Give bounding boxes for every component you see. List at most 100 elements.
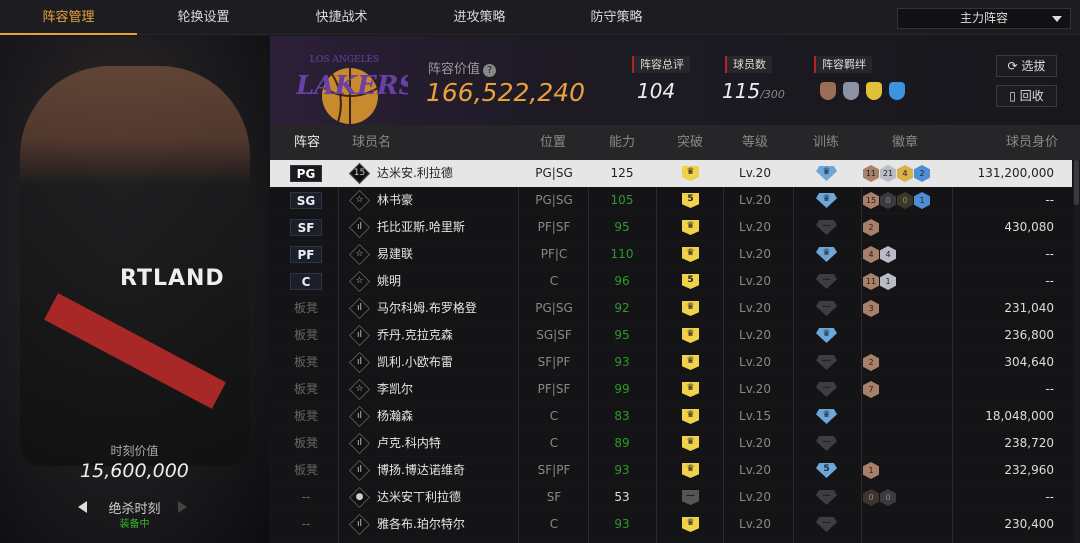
player-name: 卢克.科内特 xyxy=(377,436,441,450)
lineup-header: LAKERS LOS ANGELES 阵容价值? 166,522,240 阵容总… xyxy=(270,36,1080,125)
player-icon-glyph: ıl xyxy=(356,465,362,475)
next-arrow-icon[interactable] xyxy=(178,501,187,513)
star-icon: ☆ xyxy=(348,243,371,266)
table-row[interactable]: 板凳 ıl 马尔科姆.布罗格登 PG|SG 92 ♛ Lv.20 — 3 231,040 xyxy=(270,295,1072,322)
table-row[interactable]: 板凳 ıl 卢克.科内特 C 89 ♛ Lv.20 — 238,720 xyxy=(270,430,1072,457)
player-icon-glyph: ☆ xyxy=(355,276,364,286)
lineup-slot[interactable]: PG xyxy=(290,165,322,182)
player-level: Lv.20 xyxy=(739,301,771,315)
player-name: 林书豪 xyxy=(377,193,414,207)
lineup-slot[interactable]: -- xyxy=(301,490,311,504)
bars-icon: ıl xyxy=(348,324,371,347)
lineup-slot[interactable]: SF xyxy=(290,219,322,236)
help-icon[interactable]: ? xyxy=(483,64,497,77)
training-empty-icon: — xyxy=(816,382,837,397)
player-name: 杨瀚森 xyxy=(377,409,414,423)
col-position[interactable]: 位置 xyxy=(540,135,567,150)
training-level-icon: 5 xyxy=(816,463,837,478)
lineup-slot[interactable]: 板凳 xyxy=(293,328,318,342)
tab-rotation[interactable]: 轮换设置 xyxy=(177,10,230,25)
lineup-slot[interactable]: 板凳 xyxy=(293,463,318,477)
lineup-slot[interactable]: 板凳 xyxy=(293,382,318,396)
player-position: SF xyxy=(546,490,562,504)
player-position: PF|SF xyxy=(537,220,571,234)
player-ability: 53 xyxy=(614,490,630,504)
recycle-button[interactable]: ▯ 回收 xyxy=(996,85,1057,107)
moment-name: 绝杀时刻 xyxy=(108,502,161,517)
breakthrough-crown-icon: ♛ xyxy=(682,355,699,370)
badge-bronze-icon: 2 xyxy=(863,354,879,371)
col-name[interactable]: 球员名 xyxy=(352,135,392,150)
lineup-slot[interactable]: SG xyxy=(290,192,322,209)
scrollbar-thumb[interactable] xyxy=(1074,160,1079,205)
player-level: Lv.20 xyxy=(739,166,771,180)
player-level: Lv.15 xyxy=(739,409,771,423)
lineup-slot[interactable]: PF xyxy=(290,246,322,263)
tab-lineup-management[interactable]: 阵容管理 xyxy=(0,0,137,35)
table-row[interactable]: C ☆ 姚明 C 96 5 Lv.20 — 11 1 -- xyxy=(270,268,1072,295)
badge-list: 11 1 xyxy=(863,273,896,290)
lineup-slot[interactable]: C xyxy=(290,273,322,290)
table-row[interactable]: -- ● 达米安丅利拉德 SF 53 — Lv.20 — 0 0 -- xyxy=(270,484,1072,511)
lineup-slot[interactable]: 板凳 xyxy=(293,436,318,450)
table-row[interactable]: 板凳 ıl 乔丹.克拉克森 SG|SF 95 ♛ Lv.20 ♛ 236,800 xyxy=(270,322,1072,349)
tab-defense[interactable]: 防守策略 xyxy=(590,10,643,25)
player-name: 达米安.利拉德 xyxy=(377,166,453,180)
player-position: SG|SF xyxy=(536,328,572,342)
col-lineup[interactable]: 阵容 xyxy=(294,135,321,150)
player-value: 131,200,000 xyxy=(977,166,1054,180)
training-crown-icon: ♛ xyxy=(816,328,837,343)
lineup-slot[interactable]: 板凳 xyxy=(293,409,318,423)
draft-button[interactable]: ⟳ 选拔 xyxy=(996,55,1057,77)
training-empty-icon: — xyxy=(816,436,837,451)
player-name: 博扬.博达诺维奇 xyxy=(377,463,465,477)
table-row[interactable]: 板凳 ıl 博扬.博达诺维奇 SF|PF 93 ♛ Lv.20 5 1 232,960 xyxy=(270,457,1072,484)
prev-arrow-icon[interactable] xyxy=(78,501,87,513)
training-empty-icon: — xyxy=(816,220,837,235)
player-table: PG 15 达米安.利拉德 PG|SG 125 ♛ Lv.20 ♛ 11 21 4 2 131,200,… xyxy=(270,160,1072,538)
player-position: C xyxy=(549,274,559,288)
table-row[interactable]: PF ☆ 易建联 PF|C 110 ♛ Lv.20 ♛ 4 4 -- xyxy=(270,241,1072,268)
col-value[interactable]: 球员身价 xyxy=(1006,135,1059,150)
lineup-slot[interactable]: -- xyxy=(301,517,311,531)
bars-icon: ıl xyxy=(348,405,371,428)
table-row[interactable]: 板凳 ıl 凯利.小欧布雷 SF|PF 93 ♛ Lv.20 — 2 304,640 xyxy=(270,349,1072,376)
col-training[interactable]: 训练 xyxy=(813,135,840,150)
player-value: 230,400 xyxy=(1004,517,1054,531)
scrollbar[interactable] xyxy=(1073,160,1080,543)
bond-gold-icon[interactable] xyxy=(866,82,882,100)
svg-text:LAKERS: LAKERS xyxy=(295,71,408,101)
player-name: 马尔科姆.布罗格登 xyxy=(377,301,477,315)
table-row[interactable]: SF ıl 托比亚斯.哈里斯 PF|SF 95 ♛ Lv.20 — 2 430,080 xyxy=(270,214,1072,241)
player-moment-panel: RTLAND 时刻价值 15,600,000 绝杀时刻 装备中 xyxy=(0,36,269,543)
table-row[interactable]: -- ıl 雅各布.珀尔特尔 C 93 ♛ Lv.20 — 230,400 xyxy=(270,511,1072,538)
player-name: 李凯尔 xyxy=(377,382,414,396)
col-badges[interactable]: 徽章 xyxy=(892,135,919,150)
badge-bronze-icon: 7 xyxy=(863,381,879,398)
jersey-number-icon: 15 xyxy=(348,162,371,185)
tab-offense[interactable]: 进攻策略 xyxy=(453,10,506,25)
col-level[interactable]: 等级 xyxy=(742,135,769,150)
player-position: C xyxy=(549,517,559,531)
table-row[interactable]: PG 15 达米安.利拉德 PG|SG 125 ♛ Lv.20 ♛ 11 21 4 2 131,200,… xyxy=(270,160,1072,187)
chevron-down-icon xyxy=(1052,16,1062,22)
table-row[interactable]: SG ☆ 林书豪 PG|SG 105 5 Lv.20 ♛ 15 0 0 1 -- xyxy=(270,187,1072,214)
col-breakthrough[interactable]: 突破 xyxy=(677,135,704,150)
bond-bronze-icon[interactable] xyxy=(820,82,836,100)
player-name: 姚明 xyxy=(377,274,402,288)
player-name: 雅各布.珀尔特尔 xyxy=(377,517,465,531)
tab-quick-tactics[interactable]: 快捷战术 xyxy=(315,10,368,25)
table-row[interactable]: 板凳 ıl 杨瀚森 C 83 ♛ Lv.15 ♛ 18,048,000 xyxy=(270,403,1072,430)
lineup-dropdown[interactable]: 主力阵容 xyxy=(897,8,1071,29)
divider xyxy=(793,160,794,543)
bond-blue-icon[interactable] xyxy=(889,82,905,100)
lineup-slot[interactable]: 板凳 xyxy=(293,301,318,315)
table-row[interactable]: 板凳 ☆ 李凯尔 PF|SF 99 ♛ Lv.20 — 7 -- xyxy=(270,376,1072,403)
player-value: 236,800 xyxy=(1004,328,1054,342)
lineup-slot[interactable]: 板凳 xyxy=(293,355,318,369)
bond-silver-icon[interactable] xyxy=(843,82,859,100)
player-count-max: /300 xyxy=(760,88,785,101)
player-level: Lv.20 xyxy=(739,274,771,288)
col-ability[interactable]: 能力 xyxy=(609,135,636,150)
